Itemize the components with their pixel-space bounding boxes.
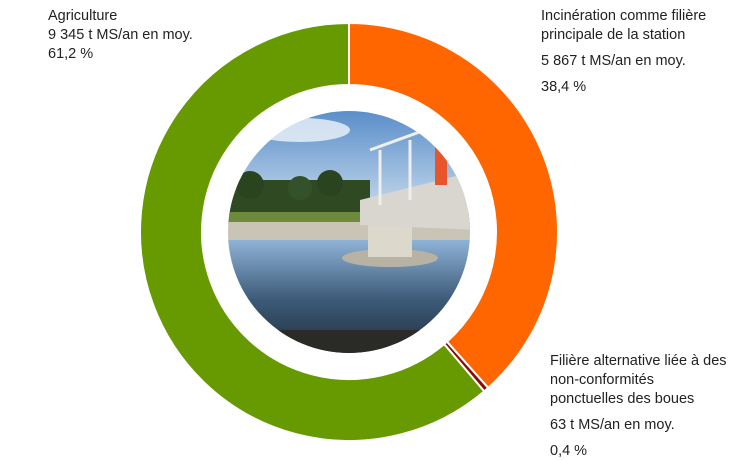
legend-entry: Incinération comme filière principale de…	[541, 7, 731, 97]
legend-label: Filière alternative liée à des non-confo…	[550, 352, 730, 409]
value-label: 61,2 %	[48, 45, 288, 64]
value-label: 38,4 %	[541, 78, 731, 97]
center-photo	[220, 100, 480, 360]
legend-label: Agriculture	[48, 7, 288, 26]
detail-label: 5 867 t MS/an en moy.	[541, 52, 731, 71]
legend-label: Incinération comme filière principale de…	[541, 7, 731, 45]
detail-label: 63 t MS/an en moy.	[550, 416, 730, 435]
value-label: 0,4 %	[550, 442, 730, 460]
page: Incinération comme filière principale de…	[0, 0, 742, 460]
legend-entry: Filière alternative liée à des non-confo…	[550, 352, 730, 460]
detail-label: 9 345 t MS/an en moy.	[48, 26, 288, 45]
